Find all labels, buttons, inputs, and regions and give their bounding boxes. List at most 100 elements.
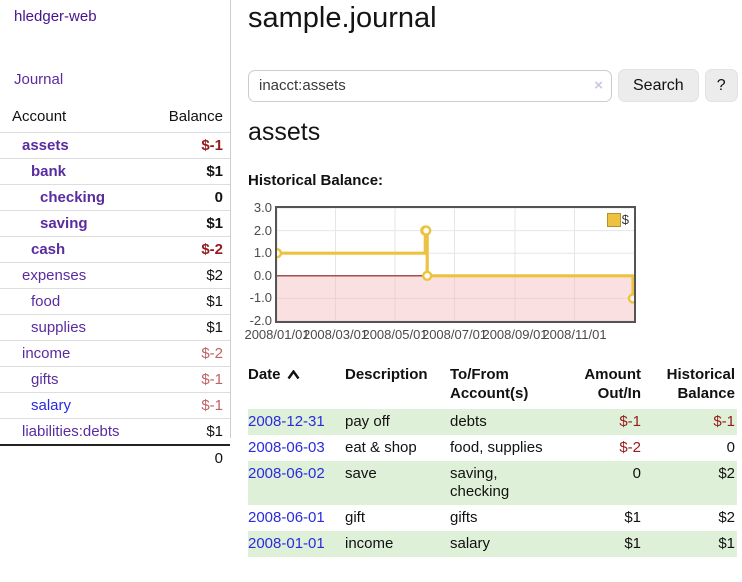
transaction-amount: $1 xyxy=(624,509,641,526)
account-balance: $-2 xyxy=(142,236,230,263)
account-link-salary[interactable]: salary xyxy=(31,397,72,414)
x-tick-label: 2008/11/01 xyxy=(542,327,607,342)
main-content: sample.journal × Search ? assets Histori… xyxy=(244,0,742,582)
accounts-header-account: Account xyxy=(12,108,67,125)
account-row-food: food $1 xyxy=(0,288,230,315)
x-tick-label: 2008/07/01 xyxy=(421,327,488,342)
register-header-balance: Historical Balance xyxy=(666,366,735,402)
register-row: 2008-06-02 save saving, checking 0 $2 xyxy=(248,461,737,505)
y-tick-label: 0.0 xyxy=(253,267,272,283)
register-row: 2008-12-31 pay off debts $-1 $-1 xyxy=(248,409,737,435)
account-link-cash[interactable]: cash xyxy=(31,241,66,258)
transaction-description: gift xyxy=(345,509,366,526)
page-title: sample.journal xyxy=(248,2,437,34)
transaction-date-link[interactable]: 2008-06-02 xyxy=(248,465,325,482)
accounts-table: Account Balance assets $-1 bank $1 check… xyxy=(0,104,230,471)
account-link-supplies[interactable]: supplies xyxy=(31,319,87,336)
account-row-assets: assets $-1 xyxy=(0,132,230,159)
account-link-saving[interactable]: saving xyxy=(40,215,88,232)
clear-search-icon[interactable]: × xyxy=(594,76,603,94)
register-header-row: Date Description To/From Account(s) Amou… xyxy=(248,363,737,409)
account-row-saving: saving $1 xyxy=(0,210,230,237)
legend-label: $ xyxy=(621,212,629,227)
app-title-link[interactable]: hledger-web xyxy=(14,8,97,25)
account-link-checking[interactable]: checking xyxy=(40,189,106,206)
search-button[interactable]: Search xyxy=(618,69,699,102)
transaction-amount: 0 xyxy=(632,465,641,482)
account-row-supplies: supplies $1 xyxy=(0,314,230,341)
x-tick-label: 2008/09/01 xyxy=(482,327,548,342)
register-row: 2008-01-01 income salary $1 $1 xyxy=(248,531,737,557)
account-row-gifts: gifts $-1 xyxy=(0,366,230,393)
transaction-balance: 0 xyxy=(726,439,735,456)
account-row-expenses: expenses $2 xyxy=(0,262,230,289)
account-heading: assets xyxy=(248,118,321,146)
account-link-food[interactable]: food xyxy=(31,293,61,310)
historical-balance-chart: 3.0 2.0 1.0 0.0 -1.0 -2.0 $ 2008/01/01 2008/03… xyxy=(244,200,742,346)
transaction-balance: $-1 xyxy=(713,413,735,430)
account-balance: 0 xyxy=(142,184,230,211)
y-tick-label: 1.0 xyxy=(253,245,272,261)
account-balance: $-1 xyxy=(142,366,230,393)
transaction-date-link[interactable]: 2008-06-01 xyxy=(248,509,325,526)
search-box: × xyxy=(248,69,612,102)
account-link-expenses[interactable]: expenses xyxy=(22,267,87,284)
transaction-description: pay off xyxy=(345,413,390,430)
x-tick-label: 2008/01/01 xyxy=(244,327,310,342)
account-link-assets[interactable]: assets xyxy=(22,137,69,154)
register-row: 2008-06-01 gift gifts $1 $2 xyxy=(248,505,737,531)
transaction-accounts: gifts xyxy=(450,509,478,526)
account-balance: $-1 xyxy=(142,132,230,159)
account-balance: $2 xyxy=(142,262,230,289)
search-input[interactable] xyxy=(248,69,612,102)
account-balance: $-1 xyxy=(142,392,230,419)
sidebar-item-journal[interactable]: Journal xyxy=(14,71,64,88)
x-tick-label: 2008/03/01 xyxy=(302,327,369,342)
account-balance: $1 xyxy=(142,288,230,315)
account-link-gifts[interactable]: gifts xyxy=(31,371,59,388)
y-tick-label: 2.0 xyxy=(253,222,272,238)
account-link-income[interactable]: income xyxy=(22,345,71,362)
register-table: Date Description To/From Account(s) Amou… xyxy=(248,363,737,557)
register-header-description: Description xyxy=(345,366,428,383)
accounts-header-balance: Balance xyxy=(168,108,223,125)
account-row-income: income $-2 xyxy=(0,340,230,367)
sidebar: hledger-web Journal Account Balance asse… xyxy=(0,0,231,471)
transaction-date-link[interactable]: 2008-12-31 xyxy=(248,413,325,430)
transaction-accounts: salary xyxy=(450,535,491,552)
transaction-amount: $-2 xyxy=(619,439,641,456)
transaction-amount: $-1 xyxy=(619,413,641,430)
legend-swatch-icon xyxy=(606,212,621,227)
search-form: × Search ? xyxy=(248,69,738,102)
chart-title: Historical Balance: xyxy=(248,172,384,189)
account-row-checking: checking 0 xyxy=(0,184,230,211)
search-help-button[interactable]: ? xyxy=(704,69,738,102)
transaction-accounts: saving, checking xyxy=(450,465,510,500)
account-row-cash: cash $-2 xyxy=(0,236,230,263)
account-link-liabilities-debts[interactable]: liabilities:debts xyxy=(22,423,120,440)
transaction-amount: $1 xyxy=(624,535,641,552)
account-row-liabilities-debts: liabilities:debts $1 xyxy=(0,418,230,445)
account-balance: $1 xyxy=(142,418,230,445)
transaction-balance: $1 xyxy=(718,535,735,552)
accounts-total-row: 0 xyxy=(0,444,230,471)
sort-ascending-icon xyxy=(287,369,299,380)
register-header-accounts: To/From Account(s) xyxy=(450,366,529,402)
account-row-salary: salary $-1 xyxy=(0,392,230,419)
register-header-date[interactable]: Date xyxy=(248,363,345,409)
chart-canvas xyxy=(277,208,634,321)
account-balance: $1 xyxy=(142,210,230,237)
account-link-bank[interactable]: bank xyxy=(31,163,67,180)
accounts-total-value: 0 xyxy=(142,444,230,471)
x-tick-label: 2008/05/01 xyxy=(362,327,428,342)
chart-legend: $ xyxy=(606,212,629,227)
account-row-bank: bank $1 xyxy=(0,158,230,185)
y-tick-label: -2.0 xyxy=(249,313,272,328)
transaction-description: save xyxy=(345,465,377,482)
transaction-description: eat & shop xyxy=(345,439,417,456)
transaction-date-link[interactable]: 2008-06-03 xyxy=(248,439,325,456)
register-row: 2008-06-03 eat & shop food, supplies $-2… xyxy=(248,435,737,461)
account-balance: $1 xyxy=(142,314,230,341)
transaction-date-link[interactable]: 2008-01-01 xyxy=(248,535,325,552)
